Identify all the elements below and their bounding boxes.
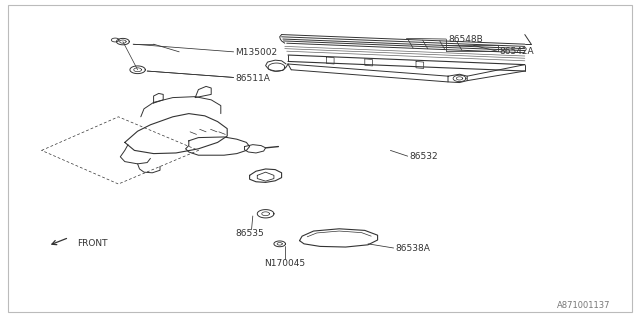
Text: 86511A: 86511A [236,74,270,83]
Text: N170045: N170045 [264,259,305,268]
Text: M135002: M135002 [236,48,278,57]
Text: 86548B: 86548B [448,36,483,44]
Text: FRONT: FRONT [77,239,108,248]
Text: 86535: 86535 [236,229,264,238]
Text: A871001137: A871001137 [557,301,611,310]
Text: 86542A: 86542A [499,47,534,56]
Text: 86538A: 86538A [396,244,430,253]
Text: 86532: 86532 [410,152,438,161]
